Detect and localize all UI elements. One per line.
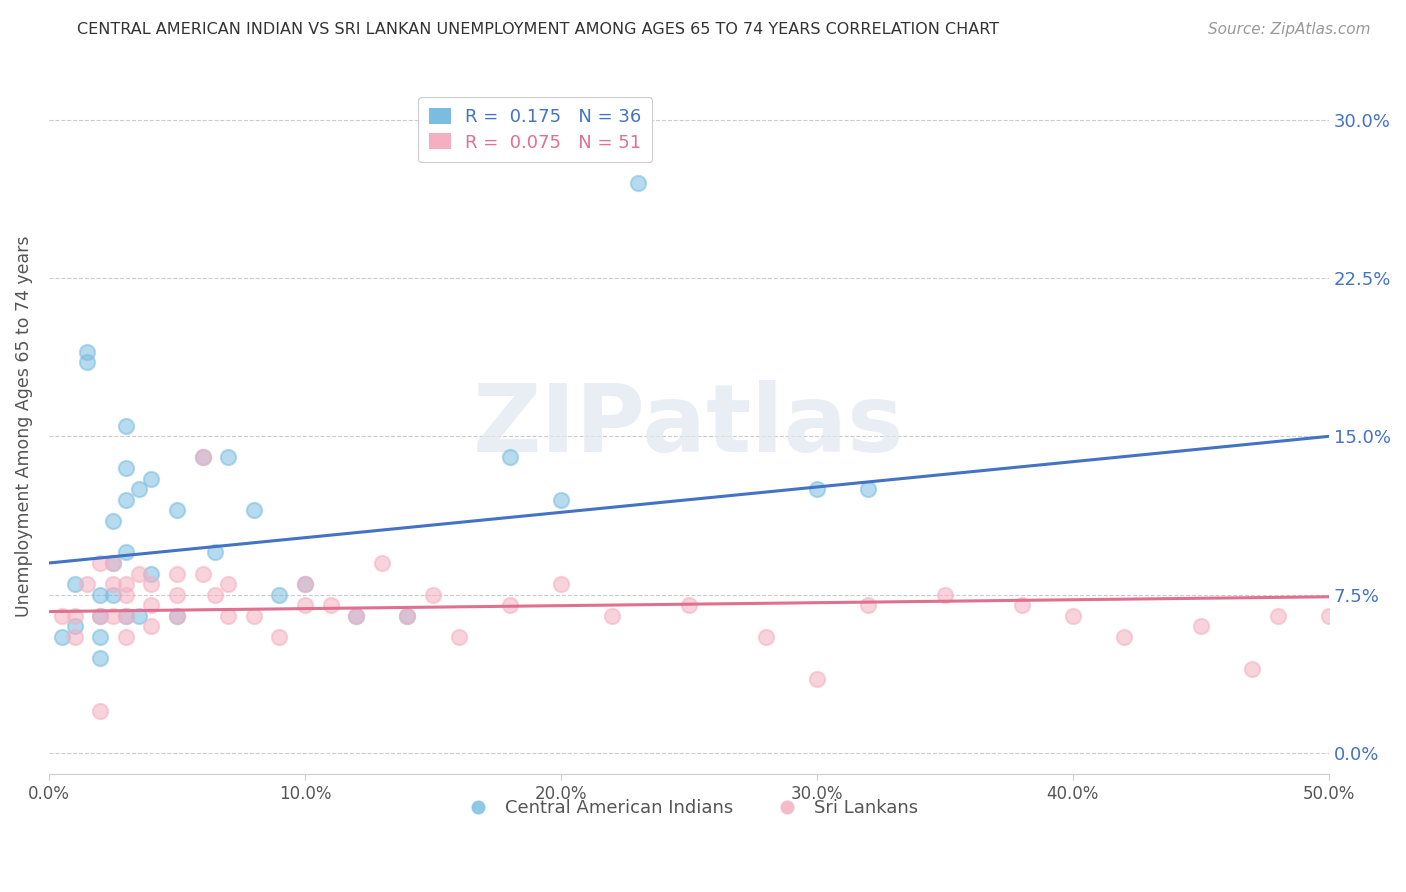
Point [447,630,470,644]
Point [344,608,367,623]
Point [269,630,291,644]
Point [678,599,700,613]
Point [76,344,98,359]
Point [269,588,291,602]
Point [191,450,214,465]
Point [89,608,111,623]
Point [550,492,572,507]
Point [101,514,124,528]
Point [1062,608,1084,623]
Point [51,608,73,623]
Point [294,577,316,591]
Point [114,418,136,433]
Point [89,588,111,602]
Point [114,545,136,559]
Point [141,566,163,581]
Point [344,608,367,623]
Point [856,482,879,496]
Point [217,577,239,591]
Point [76,577,98,591]
Point [166,608,188,623]
Point [1189,619,1212,633]
Point [63,619,86,633]
Point [101,556,124,570]
Point [242,503,264,517]
Point [166,503,188,517]
Point [114,492,136,507]
Point [934,588,956,602]
Point [422,588,444,602]
Point [141,472,163,486]
Point [114,608,136,623]
Point [128,482,150,496]
Point [396,608,419,623]
Point [319,599,342,613]
Point [806,672,828,686]
Point [1011,599,1033,613]
Point [128,608,150,623]
Point [63,608,86,623]
Point [627,176,650,190]
Point [101,577,124,591]
Point [1317,608,1340,623]
Point [89,704,111,718]
Point [204,588,226,602]
Point [370,556,392,570]
Legend: Central American Indians, Sri Lankans: Central American Indians, Sri Lankans [453,792,925,824]
Point [1240,662,1263,676]
Point [141,599,163,613]
Text: Source: ZipAtlas.com: Source: ZipAtlas.com [1208,22,1371,37]
Y-axis label: Unemployment Among Ages 65 to 74 years: Unemployment Among Ages 65 to 74 years [15,235,32,616]
Point [101,588,124,602]
Point [166,566,188,581]
Point [806,482,828,496]
Point [499,450,522,465]
Point [63,577,86,591]
Point [114,608,136,623]
Point [89,630,111,644]
Point [191,566,214,581]
Point [217,450,239,465]
Point [141,619,163,633]
Point [114,588,136,602]
Point [294,577,316,591]
Point [755,630,778,644]
Point [217,608,239,623]
Point [191,450,214,465]
Point [51,630,73,644]
Point [204,545,226,559]
Point [76,355,98,369]
Point [141,577,163,591]
Point [1112,630,1135,644]
Point [856,599,879,613]
Point [114,461,136,475]
Point [550,577,572,591]
Point [114,630,136,644]
Point [294,599,316,613]
Point [242,608,264,623]
Point [114,577,136,591]
Point [101,556,124,570]
Point [63,630,86,644]
Point [89,651,111,665]
Point [600,608,623,623]
Point [166,588,188,602]
Text: CENTRAL AMERICAN INDIAN VS SRI LANKAN UNEMPLOYMENT AMONG AGES 65 TO 74 YEARS COR: CENTRAL AMERICAN INDIAN VS SRI LANKAN UN… [77,22,1000,37]
Text: ZIPatlas: ZIPatlas [474,380,904,472]
Point [101,608,124,623]
Point [89,608,111,623]
Point [128,566,150,581]
Point [396,608,419,623]
Point [499,599,522,613]
Point [89,556,111,570]
Point [1267,608,1289,623]
Point [166,608,188,623]
